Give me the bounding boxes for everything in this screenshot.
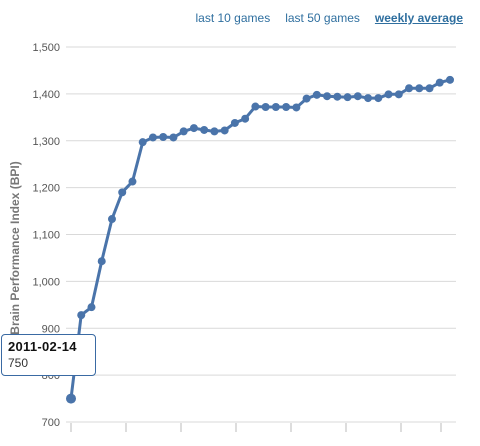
- y-tick-label: 1,300: [32, 136, 60, 148]
- data-point[interactable]: [107, 215, 116, 224]
- data-point[interactable]: [343, 93, 352, 102]
- data-point[interactable]: [282, 103, 291, 111]
- data-point[interactable]: [323, 92, 332, 101]
- data-point-highlighted[interactable]: [66, 393, 76, 404]
- y-tick-label: 1,500: [32, 42, 60, 54]
- data-point[interactable]: [148, 133, 157, 142]
- data-point[interactable]: [97, 257, 106, 266]
- data-point[interactable]: [138, 138, 147, 147]
- tooltip-date: 2011-02-14: [8, 339, 77, 354]
- data-point[interactable]: [446, 75, 454, 84]
- data-point[interactable]: [159, 133, 168, 141]
- data-point[interactable]: [169, 133, 178, 142]
- data-point[interactable]: [261, 103, 270, 111]
- data-point[interactable]: [230, 118, 239, 127]
- data-point[interactable]: [220, 126, 229, 135]
- data-point[interactable]: [292, 103, 301, 112]
- range-tabs: last 10 games last 50 games weekly avera…: [195, 11, 463, 25]
- data-point[interactable]: [435, 78, 444, 87]
- y-tick-label: 900: [42, 323, 60, 335]
- y-axis-label: Brain Performance Index (BPI): [8, 161, 22, 334]
- data-point[interactable]: [87, 303, 96, 312]
- data-point[interactable]: [353, 92, 362, 101]
- data-point[interactable]: [118, 188, 127, 197]
- data-points: [66, 75, 454, 404]
- data-point[interactable]: [251, 102, 260, 111]
- data-point[interactable]: [405, 84, 414, 93]
- data-point[interactable]: [179, 127, 188, 136]
- tab-weekly-average[interactable]: weekly average: [374, 11, 463, 25]
- y-tick-label: 700: [42, 417, 60, 429]
- tab-last-10-games[interactable]: last 10 games: [195, 11, 271, 25]
- grid-lines: [66, 46, 456, 423]
- y-tick-label: 1,100: [32, 230, 60, 242]
- series-line: [69, 78, 451, 399]
- x-axis-ticks: [70, 423, 442, 432]
- data-point[interactable]: [210, 127, 219, 136]
- data-point[interactable]: [364, 94, 373, 103]
- data-point[interactable]: [415, 84, 424, 93]
- tooltip-value: 750: [8, 356, 29, 370]
- data-point[interactable]: [128, 177, 137, 186]
- data-point[interactable]: [189, 124, 198, 133]
- data-point[interactable]: [312, 90, 321, 99]
- y-tick-label: 1,200: [32, 183, 60, 195]
- y-tick-label: 1,400: [32, 89, 60, 101]
- data-point[interactable]: [425, 84, 434, 93]
- y-tick-label: 1,000: [32, 276, 60, 288]
- hover-tooltip: 2011-02-14 750: [1, 334, 96, 376]
- data-point[interactable]: [394, 90, 403, 99]
- data-point[interactable]: [333, 92, 342, 101]
- data-point[interactable]: [241, 114, 250, 123]
- data-point[interactable]: [384, 90, 393, 99]
- data-point[interactable]: [271, 103, 280, 111]
- data-point[interactable]: [302, 94, 311, 103]
- data-point[interactable]: [200, 125, 209, 134]
- data-point[interactable]: [374, 94, 383, 103]
- tab-last-50-games[interactable]: last 50 games: [285, 11, 360, 25]
- data-point[interactable]: [77, 311, 86, 320]
